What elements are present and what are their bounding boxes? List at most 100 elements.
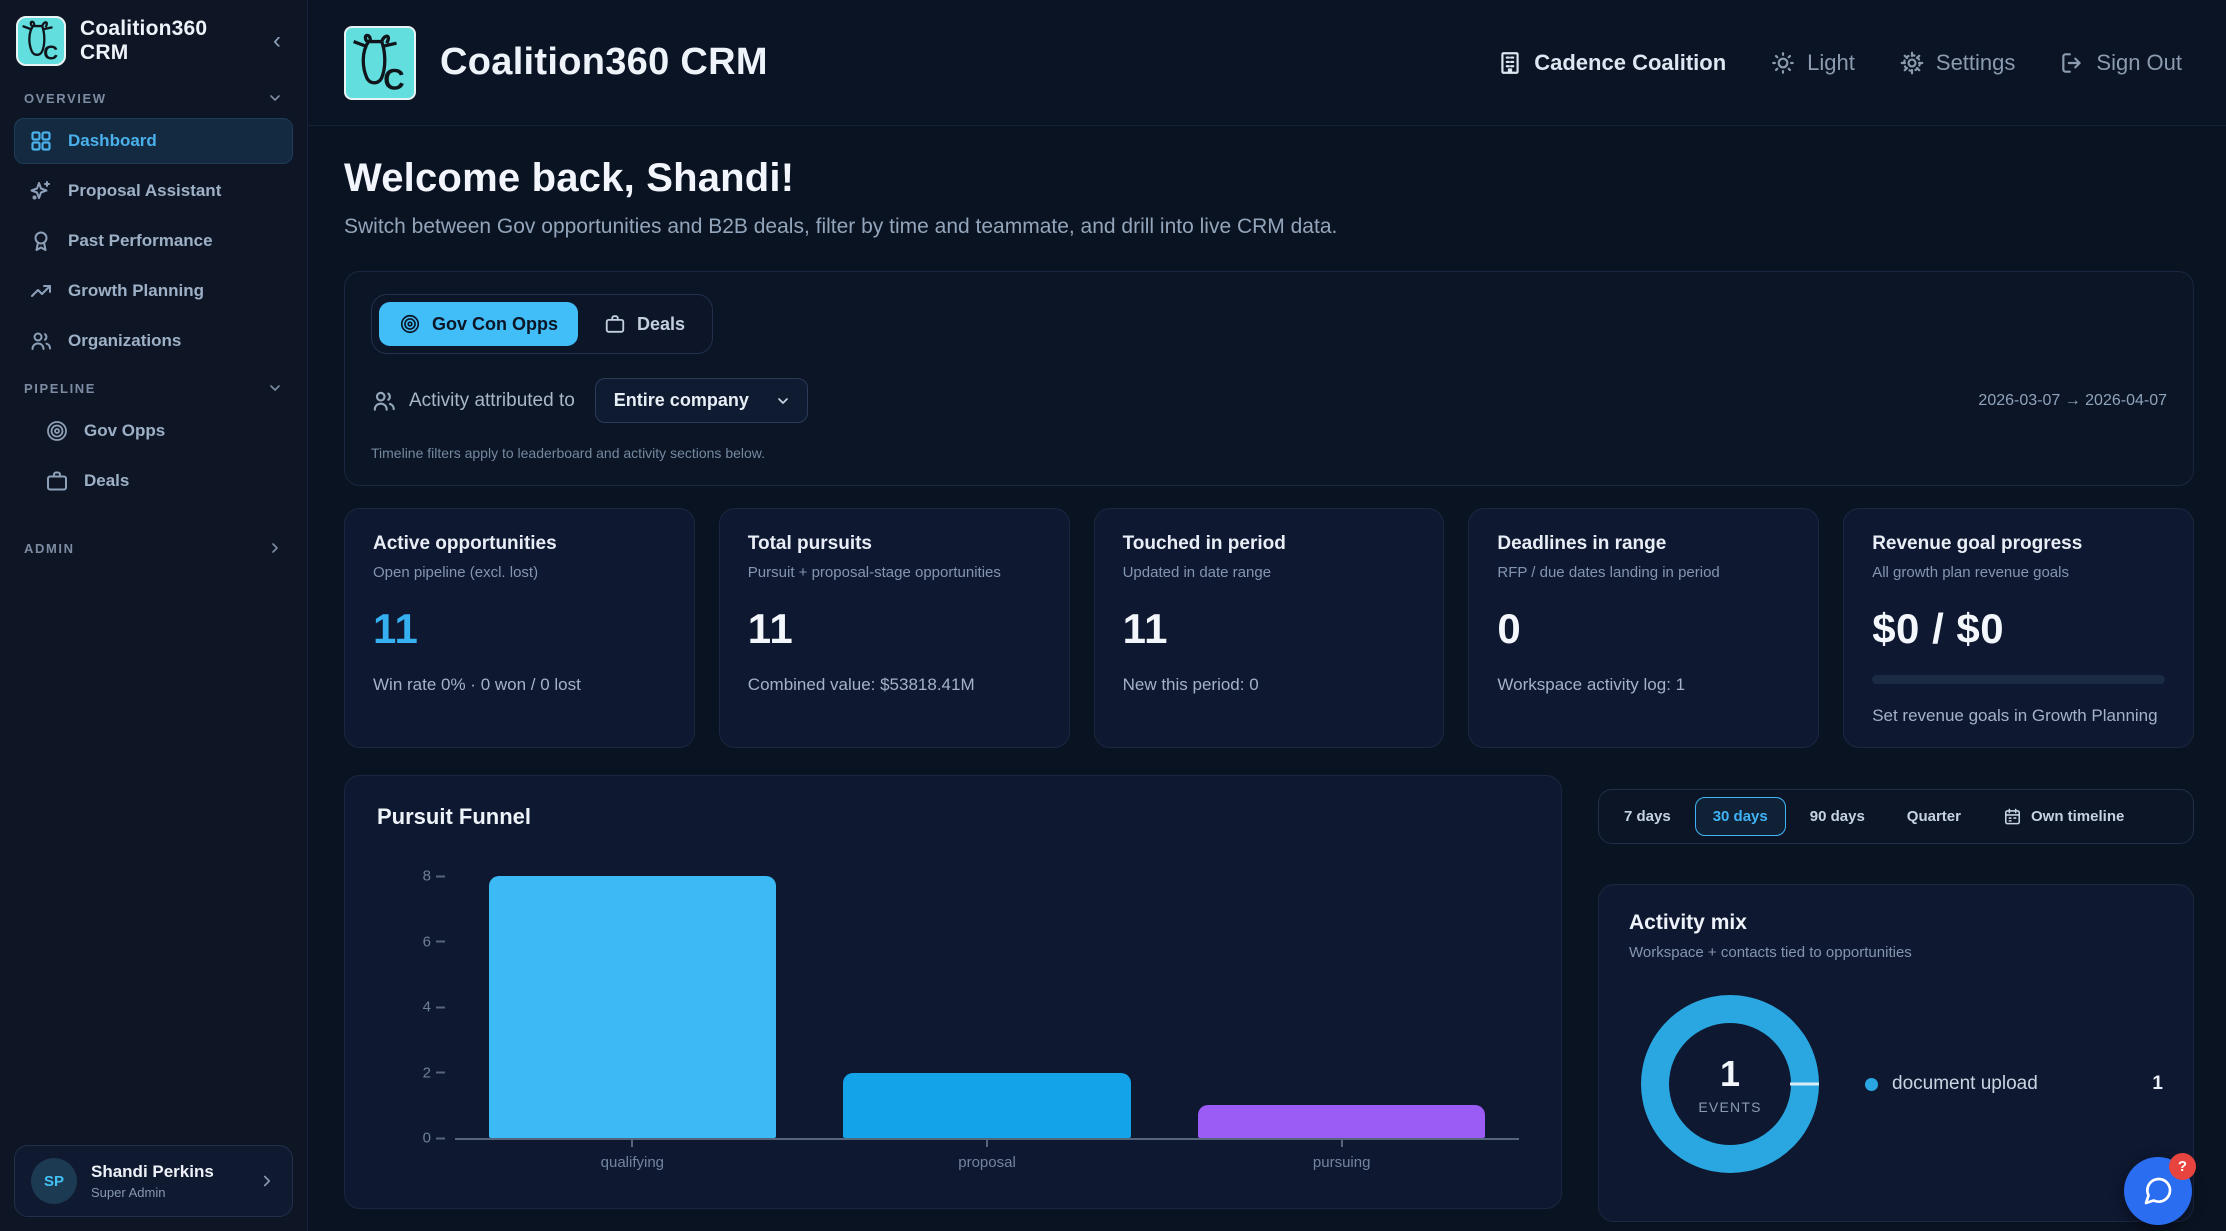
chat-bubble-icon xyxy=(2142,1175,2174,1207)
stat-subtitle: Updated in date range xyxy=(1122,564,1272,581)
funnel-bar-proposal xyxy=(843,1072,1131,1138)
funnel-x-label: proposal xyxy=(810,1140,1165,1171)
funnel-y-tick: 8 xyxy=(377,868,445,885)
settings-button[interactable]: Settings xyxy=(1899,49,2016,76)
award-icon xyxy=(29,229,53,253)
stat-value: 11 xyxy=(373,605,419,652)
funnel-bar-pursuing xyxy=(1198,1105,1486,1138)
funnel-y-tick: 2 xyxy=(377,1064,445,1081)
sidebar-item-deals[interactable]: Deals xyxy=(30,458,293,504)
stat-subtitle: RFP / due dates landing in period xyxy=(1497,564,1720,581)
funnel-y-tick: 6 xyxy=(377,933,445,950)
funnel-x-labels: qualifying proposal pursuing xyxy=(455,1140,1519,1171)
filter-note: Timeline filters apply to leaderboard an… xyxy=(371,445,766,461)
settings-label: Settings xyxy=(1935,49,2016,75)
tab-gov-con-opps[interactable]: Gov Con Opps xyxy=(379,302,578,346)
timeframe-quarter[interactable]: Quarter xyxy=(1889,797,1979,836)
attribution-row: Activity attributed to Entire company 20… xyxy=(371,378,2167,423)
activity-donut-ring: 1 EVENTS xyxy=(1641,995,1819,1173)
org-name: Cadence Coalition xyxy=(1534,49,1727,75)
pipeline-section-label: PIPELINE xyxy=(24,380,97,396)
stat-card-deadlines-in-range: Deadlines in range RFP / due dates landi… xyxy=(1468,508,1820,748)
sidebar-item-label: Deals xyxy=(84,471,130,490)
activity-title: Activity mix xyxy=(1629,911,1747,934)
sidebar-section-admin[interactable]: ADMIN xyxy=(0,526,307,566)
stat-footnote: Win rate 0% · 0 won / 0 lost xyxy=(373,675,581,694)
theme-toggle[interactable]: Light xyxy=(1770,50,1855,76)
stat-value: $0 / $0 xyxy=(1872,605,2005,652)
activity-donut-row: 1 EVENTS document upload 1 xyxy=(1629,995,2163,1173)
stat-footnote: Set revenue goals in Growth Planning xyxy=(1872,706,2158,725)
sidebar-item-gov-opps[interactable]: Gov Opps xyxy=(30,408,293,454)
logout-icon xyxy=(2059,50,2085,76)
stat-title: Touched in period xyxy=(1122,533,1286,554)
sidebar-spacer xyxy=(0,566,307,1131)
chevron-right-icon xyxy=(267,540,283,556)
user-card[interactable]: SP Shandi Perkins Super Admin xyxy=(14,1145,293,1217)
timeframe-30-days[interactable]: 30 days xyxy=(1694,797,1786,836)
tab-deals[interactable]: Deals xyxy=(584,302,705,346)
attribution-label: Activity attributed to xyxy=(409,389,575,411)
legend-dot xyxy=(1865,1077,1878,1091)
goat-logo-icon: C xyxy=(353,33,405,96)
stat-title: Deadlines in range xyxy=(1497,533,1667,554)
sidebar-header: C Coalition360 CRM ‹ xyxy=(0,0,307,76)
sidebar-section-pipeline[interactable]: PIPELINE xyxy=(0,366,307,406)
stat-value: 0 xyxy=(1497,605,1522,652)
chat-fab[interactable]: ? xyxy=(2124,1153,2196,1225)
signout-button[interactable]: Sign Out xyxy=(2059,50,2182,76)
funnel-title: Pursuit Funnel xyxy=(377,804,531,829)
org-switcher[interactable]: Cadence Coalition xyxy=(1497,50,1726,76)
activity-donut-center: 1 EVENTS xyxy=(1669,1023,1791,1145)
overview-section-label: OVERVIEW xyxy=(24,90,107,106)
users-icon xyxy=(371,388,397,414)
sidebar-item-past-performance[interactable]: Past Performance xyxy=(14,218,293,264)
main-area: C Coalition360 CRM Cadence Coalition Lig… xyxy=(308,0,2226,1231)
app-logo-large: C xyxy=(344,25,416,100)
sidebar-item-organizations[interactable]: Organizations xyxy=(14,318,293,364)
funnel-y-tick: 4 xyxy=(377,999,445,1016)
briefcase-icon xyxy=(45,469,69,493)
sparkles-icon xyxy=(29,179,53,203)
admin-section-label: ADMIN xyxy=(24,540,75,556)
right-column: 7 days 30 days 90 days Quarter Own timel… xyxy=(1598,775,2194,1222)
stats-row: Active opportunities Open pipeline (excl… xyxy=(344,508,2194,748)
timeframe-7-days[interactable]: 7 days xyxy=(1606,797,1689,836)
sidebar-item-label: Gov Opps xyxy=(84,421,166,440)
sidebar-collapse-icon[interactable]: ‹ xyxy=(273,27,281,54)
stat-title: Active opportunities xyxy=(373,533,557,554)
welcome-subtitle: Switch between Gov opportunities and B2B… xyxy=(344,215,1338,238)
timeframe-label: Own timeline xyxy=(2030,808,2125,825)
filter-card: Gov Con Opps Deals Activity attributed t… xyxy=(344,271,2194,486)
sidebar-item-growth-planning[interactable]: Growth Planning xyxy=(14,268,293,314)
briefcase-icon xyxy=(604,313,626,335)
timeframe-own-timeline[interactable]: Own timeline xyxy=(1985,797,2142,836)
stat-card-active-opportunities: Active opportunities Open pipeline (excl… xyxy=(344,508,695,748)
stat-subtitle: Pursuit + proposal-stage opportunities xyxy=(747,564,1001,581)
legend-label: document upload xyxy=(1892,1073,2038,1094)
funnel-x-label: pursuing xyxy=(1164,1140,1519,1171)
pipeline-tab-group: Gov Con Opps Deals xyxy=(371,294,714,354)
stat-value: 11 xyxy=(1122,605,1168,652)
activity-subtitle: Workspace + contacts tied to opportuniti… xyxy=(1629,944,1912,961)
tab-label: Gov Con Opps xyxy=(432,313,558,334)
app-logo: C xyxy=(16,16,66,66)
legend-value: 1 xyxy=(2152,1073,2163,1094)
chevron-down-icon xyxy=(775,393,791,409)
attribution-select[interactable]: Entire company xyxy=(594,378,808,423)
sun-icon xyxy=(1770,50,1796,76)
sidebar-section-overview[interactable]: OVERVIEW xyxy=(0,76,307,116)
sidebar-item-proposal-assistant[interactable]: Proposal Assistant xyxy=(14,168,293,214)
sidebar: C Coalition360 CRM ‹ OVERVIEW Dashboard … xyxy=(0,0,308,1231)
welcome-title: Welcome back, Shandi! xyxy=(344,156,795,200)
timeframe-90-days[interactable]: 90 days xyxy=(1792,797,1883,836)
user-name: Shandi Perkins xyxy=(91,1162,214,1181)
target-icon xyxy=(45,419,69,443)
sidebar-item-dashboard[interactable]: Dashboard xyxy=(14,118,293,164)
date-range: 2026-03-07 → 2026-04-07 xyxy=(1978,391,2167,409)
attribution-selected-value: Entire company xyxy=(613,390,749,410)
svg-text:C: C xyxy=(383,63,404,96)
funnel-x-label: qualifying xyxy=(455,1140,810,1171)
